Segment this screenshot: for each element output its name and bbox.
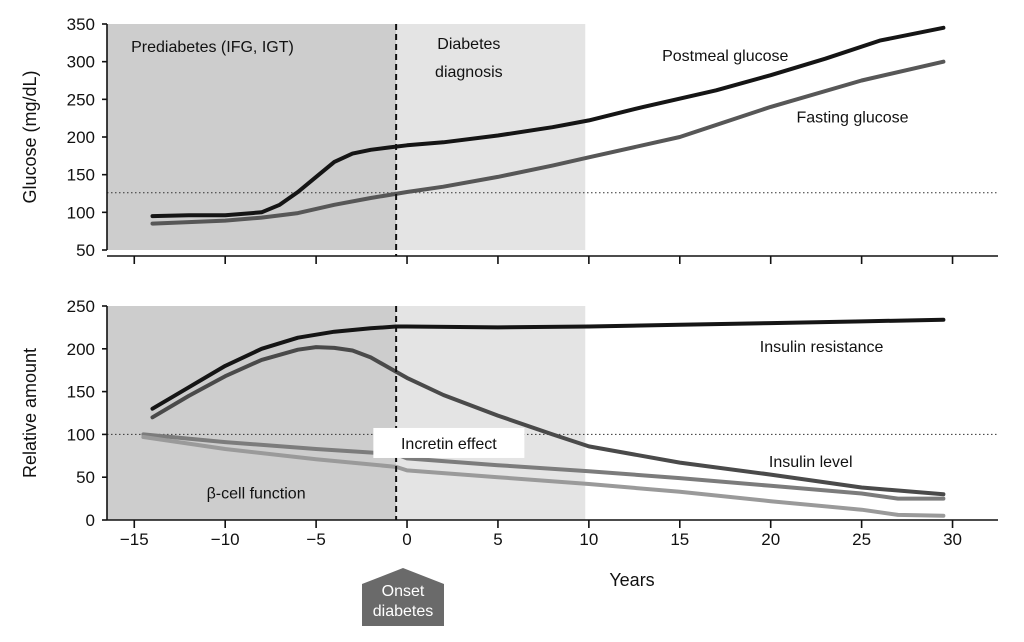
series-line-postmeal-glucose	[150, 25, 946, 219]
y-tick-label: 50	[76, 468, 95, 487]
onset-diabetes-marker: Onset diabetes	[362, 568, 444, 626]
x-tick-label: 20	[761, 530, 780, 549]
x-tick-label: −5	[306, 530, 325, 549]
y-tick-label: 200	[67, 128, 95, 147]
series-line-incretin-effect	[141, 432, 946, 501]
y-tick-label: 200	[67, 340, 95, 359]
series-line-beta-cell-function	[141, 435, 946, 518]
x-tick-label: 10	[579, 530, 598, 549]
y-tick-label: 0	[86, 511, 95, 530]
panel-relative-amount: Insulin resistance Insulin level Incretin …	[20, 297, 998, 590]
y-axis-title: Relative amount	[20, 348, 40, 478]
onset-marker-label: diabetes	[373, 603, 434, 620]
annotation-postmeal-glucose: Postmeal glucose	[662, 48, 788, 65]
x-tick-label: 5	[493, 530, 502, 549]
annotation-box	[373, 427, 525, 458]
x-tick-label: 0	[402, 530, 411, 549]
y-tick-label: 350	[67, 15, 95, 34]
series-line-insulin-level	[150, 345, 946, 497]
annotation-insulin-resistance: Insulin resistance	[760, 339, 884, 356]
y-tick-label: 300	[67, 53, 95, 72]
y-tick-label: 100	[67, 425, 95, 444]
annotation-incretin-effect: Incretin effect	[401, 436, 497, 453]
region-0	[107, 306, 397, 520]
x-axis-title: Years	[609, 570, 654, 590]
onset-marker-label: Onset	[382, 583, 425, 600]
annotation-beta-cell-function: β-cell function	[207, 486, 306, 503]
y-tick-label: 50	[76, 241, 95, 260]
series-line-fasting-glucose	[150, 59, 946, 226]
x-tick-label: 25	[852, 530, 871, 549]
panel-glucose: Prediabetes (IFG, IGT) Diabetes diagnosis P…	[20, 15, 998, 264]
y-tick-label: 150	[67, 383, 95, 402]
onset-marker-shape	[362, 568, 444, 626]
y-tick-label: 100	[67, 203, 95, 222]
region-label: Diabetes	[437, 36, 500, 53]
x-tick-label: 15	[670, 530, 689, 549]
x-tick-label: 30	[943, 530, 962, 549]
y-tick-label: 250	[67, 90, 95, 109]
y-tick-label: 150	[67, 166, 95, 185]
annotation-fasting-glucose: Fasting glucose	[796, 110, 908, 127]
annotation-insulin-level: Insulin level	[769, 454, 853, 471]
x-tick-label: −10	[211, 530, 240, 549]
region-0	[107, 24, 397, 250]
y-axis-title: Glucose (mg/dL)	[20, 70, 40, 203]
y-tick-label: 250	[67, 297, 95, 316]
region-label: diagnosis	[435, 64, 503, 81]
x-tick-label: −15	[120, 530, 149, 549]
region-label: Prediabetes (IFG, IGT)	[131, 39, 294, 56]
